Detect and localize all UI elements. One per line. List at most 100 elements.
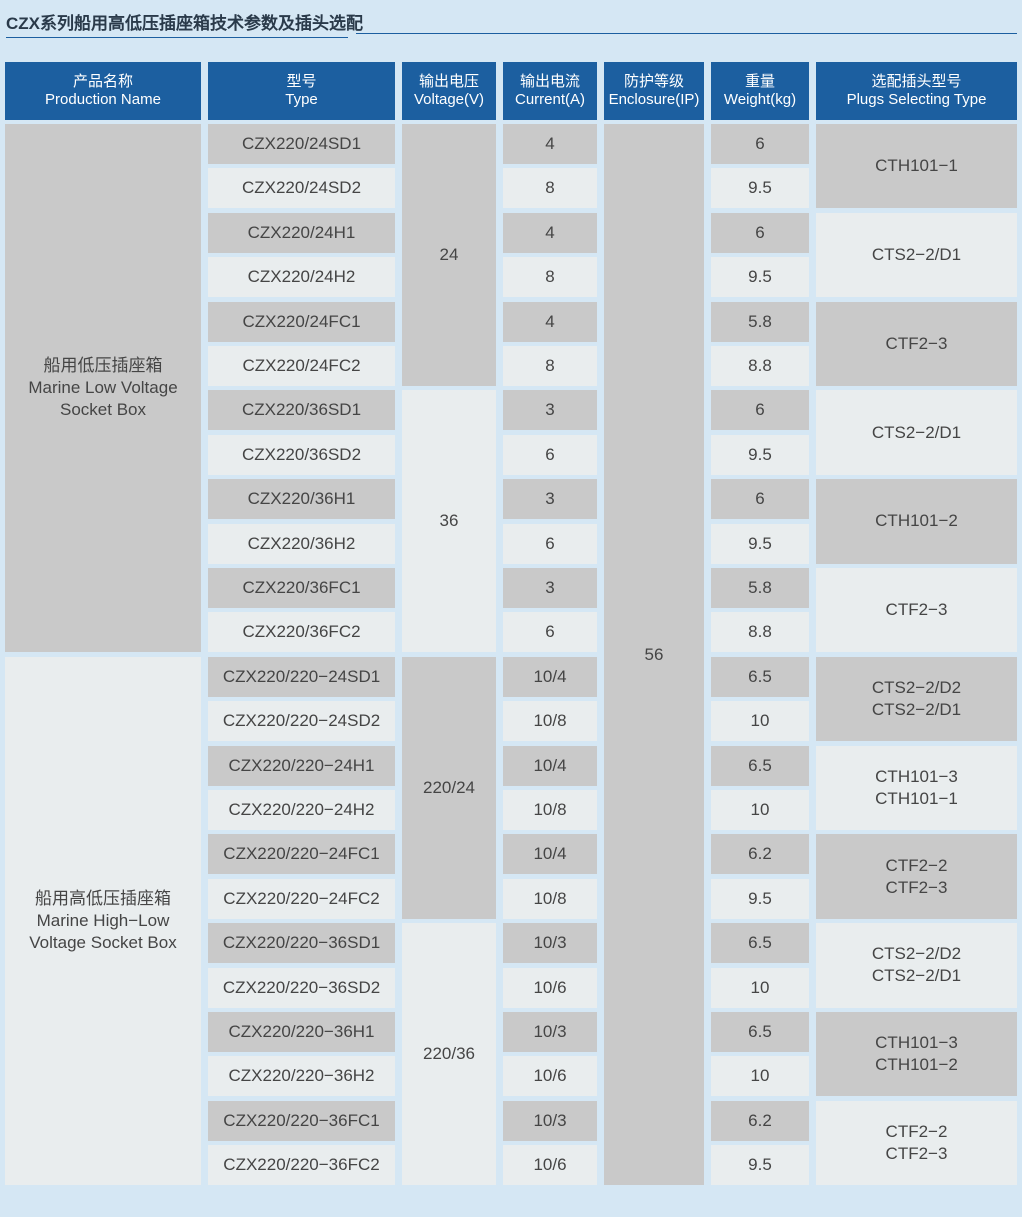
weight-value: 9.5 bbox=[748, 178, 772, 198]
product-name-cn: 船用低压插座箱 bbox=[43, 356, 163, 376]
header-en: Enclosure(IP) bbox=[608, 91, 700, 108]
type-value: CZX220/24H2 bbox=[247, 267, 356, 287]
type-cell: CZX220/220−36FC1 bbox=[208, 1100, 395, 1141]
weight-value: 6.5 bbox=[748, 933, 772, 953]
plug-value: CTS2−2/D2 bbox=[871, 677, 962, 697]
weight-cell: 8.8 bbox=[711, 346, 809, 386]
type-value: CZX220/36FC2 bbox=[242, 622, 361, 642]
weight-value: 6.5 bbox=[748, 1022, 772, 1041]
current-cell: 10/6 bbox=[503, 1145, 597, 1186]
type-value: CZX220/24H1 bbox=[247, 222, 356, 242]
current-value: 10/3 bbox=[533, 1110, 567, 1130]
current-value: 6 bbox=[545, 444, 555, 464]
type-value: CZX220/220−24SD2 bbox=[222, 711, 381, 731]
weight-value: 6 bbox=[755, 134, 765, 153]
weight-cell: 6 bbox=[711, 212, 809, 253]
header-en: Production Name bbox=[45, 91, 161, 108]
voltage-cell: 24 bbox=[402, 124, 496, 386]
type-value: CZX220/220−24FC2 bbox=[223, 888, 380, 908]
type-value: CZX220/220−36SD1 bbox=[222, 933, 381, 953]
plug-cell: CTF2−3 bbox=[816, 301, 1017, 386]
weight-value: 6 bbox=[755, 222, 765, 242]
current-value: 3 bbox=[545, 400, 555, 420]
current-value: 4 bbox=[545, 311, 555, 331]
type-cell: CZX220/36FC2 bbox=[208, 612, 395, 653]
type-cell: CZX220/220−24FC1 bbox=[208, 834, 395, 875]
type-value: CZX220/220−36FC1 bbox=[223, 1110, 380, 1130]
product-name-en: Marine Low Voltage bbox=[28, 378, 178, 398]
current-value: 6 bbox=[545, 533, 555, 553]
weight-cell: 6 bbox=[711, 390, 809, 431]
current-value: 10/6 bbox=[533, 1066, 567, 1086]
type-cell: CZX220/220−24H1 bbox=[208, 745, 395, 786]
weight-value: 5.8 bbox=[748, 578, 772, 597]
weight-value: 6.2 bbox=[748, 844, 772, 864]
plug-cell: CTS2−2/D2 CTS2−2/D1 bbox=[816, 923, 1017, 1008]
current-cell: 3 bbox=[503, 568, 597, 608]
plug-value: CTS2−2/D1 bbox=[871, 699, 962, 719]
weight-cell: 6.2 bbox=[711, 1100, 809, 1141]
current-cell: 8 bbox=[503, 168, 597, 209]
current-value: 10/6 bbox=[533, 977, 567, 997]
type-value: CZX220/24SD2 bbox=[241, 178, 362, 198]
type-value: CZX220/220−36H1 bbox=[228, 1022, 375, 1041]
plug-value: CTF2−3 bbox=[885, 1143, 948, 1163]
type-value: CZX220/220−36SD2 bbox=[222, 977, 381, 997]
weight-cell: 9.5 bbox=[711, 257, 809, 298]
weight-value: 6.5 bbox=[748, 666, 772, 686]
weight-cell: 9.5 bbox=[711, 523, 809, 564]
weight-cell: 10 bbox=[711, 1056, 809, 1097]
current-cell: 10/4 bbox=[503, 834, 597, 875]
title-divider bbox=[356, 33, 1017, 34]
current-cell: 10/4 bbox=[503, 745, 597, 786]
weight-cell: 6.5 bbox=[711, 923, 809, 964]
type-cell: CZX220/36H2 bbox=[208, 523, 395, 564]
weight-value: 6.5 bbox=[748, 755, 772, 775]
type-cell: CZX220/220−36FC2 bbox=[208, 1145, 395, 1186]
plug-cell: CTF2−2 CTF2−3 bbox=[816, 834, 1017, 919]
current-value: 10/3 bbox=[533, 933, 567, 953]
plug-cell: CTF2−3 bbox=[816, 568, 1017, 653]
header-cn: 输出电流 bbox=[519, 73, 580, 90]
weight-value: 9.5 bbox=[748, 444, 772, 464]
header-en: Current(A) bbox=[514, 91, 585, 108]
type-cell: CZX220/36SD1 bbox=[208, 390, 395, 431]
type-value: CZX220/220−24H2 bbox=[228, 800, 375, 819]
weight-value: 8.8 bbox=[748, 622, 772, 642]
current-value: 10/3 bbox=[533, 1022, 567, 1041]
type-value: CZX220/36SD1 bbox=[241, 400, 362, 420]
type-cell: CZX220/220−36SD1 bbox=[208, 923, 395, 964]
weight-value: 10 bbox=[750, 1066, 770, 1086]
voltage-cell: 220/24 bbox=[402, 656, 496, 919]
plug-value: CTH101−3 bbox=[875, 766, 958, 786]
weight-value: 6.2 bbox=[748, 1110, 772, 1130]
type-cell: CZX220/24FC2 bbox=[208, 346, 395, 386]
header-en: Voltage(V) bbox=[413, 91, 485, 108]
type-value: CZX220/220−24FC1 bbox=[223, 844, 380, 864]
plug-value: CTS2−2/D1 bbox=[871, 422, 962, 442]
weight-cell: 9.5 bbox=[711, 434, 809, 475]
plug-value: CTF2−2 bbox=[885, 855, 948, 875]
weight-value: 8.8 bbox=[748, 356, 772, 375]
weight-cell: 5.8 bbox=[711, 568, 809, 608]
header-cn: 重量 bbox=[744, 73, 775, 90]
weight-value: 9.5 bbox=[748, 533, 772, 553]
weight-cell: 6 bbox=[711, 479, 809, 520]
plug-value: CTF2−3 bbox=[885, 877, 948, 897]
plug-value: CTS2−2/D1 bbox=[871, 244, 962, 264]
weight-value: 6 bbox=[755, 400, 765, 420]
weight-value: 10 bbox=[750, 800, 770, 819]
weight-cell: 10 bbox=[711, 967, 809, 1008]
weight-cell: 9.5 bbox=[711, 878, 809, 919]
current-cell: 6 bbox=[503, 434, 597, 475]
header-en: Plugs Selecting Type bbox=[846, 91, 987, 108]
weight-value: 5.8 bbox=[748, 311, 772, 331]
type-cell: CZX220/220−36H1 bbox=[208, 1012, 395, 1052]
type-value: CZX220/220−24SD1 bbox=[222, 666, 381, 686]
voltage-cell: 220/36 bbox=[402, 923, 496, 1186]
current-cell: 3 bbox=[503, 390, 597, 431]
current-cell: 10/3 bbox=[503, 923, 597, 964]
type-cell: CZX220/36H1 bbox=[208, 479, 395, 520]
current-cell: 10/8 bbox=[503, 878, 597, 919]
plug-value: CTH101−3 bbox=[875, 1033, 958, 1053]
